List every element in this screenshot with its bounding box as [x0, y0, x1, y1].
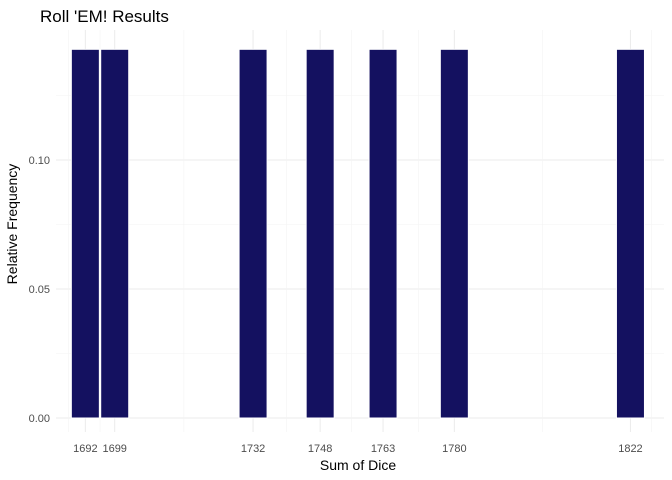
- x-tick-label: 1822: [618, 443, 642, 455]
- x-tick-label: 1699: [102, 443, 126, 455]
- x-tick-label: 1732: [241, 443, 265, 455]
- bar-1699: [100, 48, 130, 419]
- bar-1763: [368, 48, 398, 419]
- bar-1692: [70, 48, 100, 419]
- bar-1822: [615, 48, 645, 419]
- x-tick-label: 1780: [442, 443, 466, 455]
- x-axis-title: Sum of Dice: [320, 457, 396, 473]
- y-tick-label: 0.05: [29, 284, 50, 296]
- chart-title: Roll 'EM! Results: [40, 7, 169, 26]
- x-tick-label: 1763: [371, 443, 395, 455]
- bar-1748: [305, 48, 335, 419]
- y-tick-label: 0.10: [29, 155, 50, 167]
- y-axis-ticks: 0.00 0.05 0.10: [29, 155, 50, 425]
- x-axis-ticks: 1692 1699 1732 1748 1763 1780 1822: [73, 443, 643, 455]
- bars-layer: [70, 48, 645, 419]
- y-tick-label: 0.00: [29, 413, 50, 425]
- y-axis-title: Relative Frequency: [4, 164, 20, 285]
- bar-1732: [238, 48, 268, 419]
- x-tick-label: 1692: [73, 443, 97, 455]
- x-tick-label: 1748: [308, 443, 332, 455]
- grid-layer: [56, 30, 664, 432]
- bar-1780: [439, 48, 469, 419]
